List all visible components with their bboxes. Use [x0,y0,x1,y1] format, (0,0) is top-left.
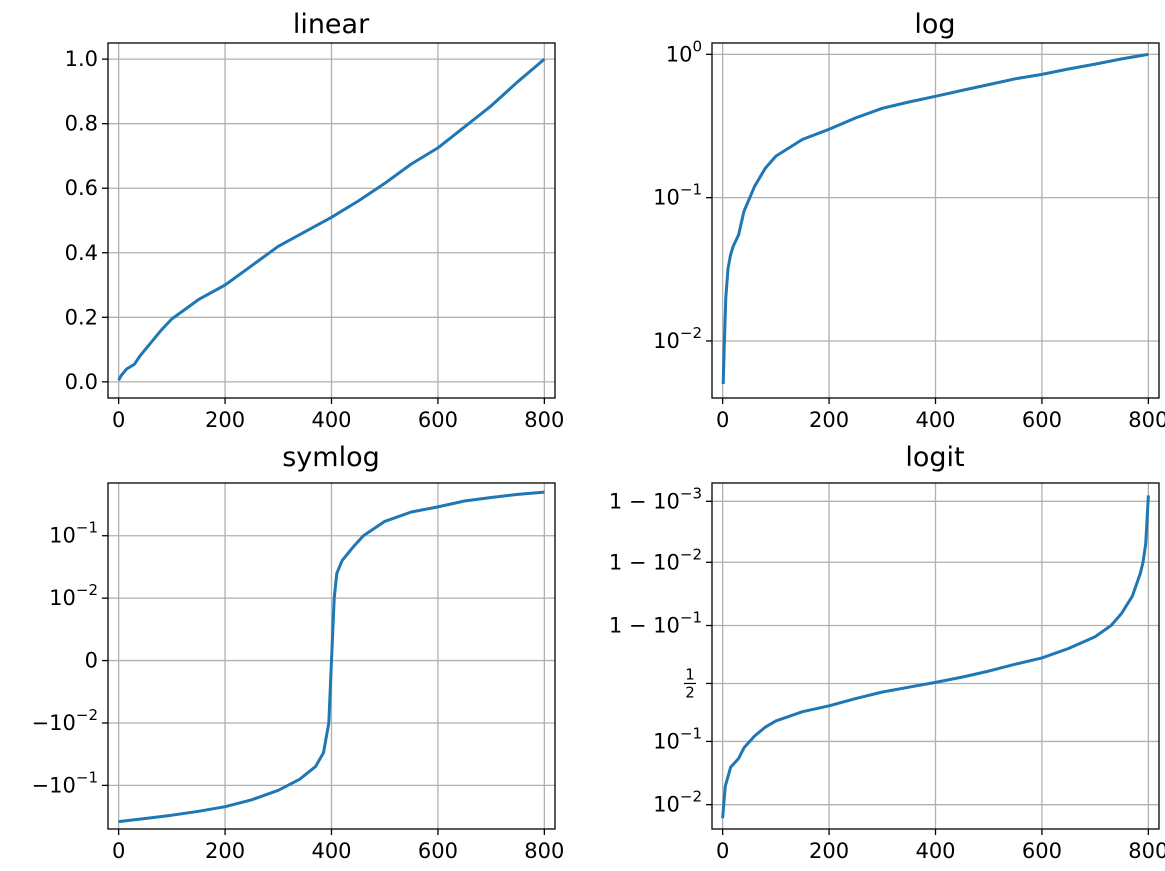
y-tick-label: −10−1 [32,768,98,797]
linear-chart: linear 0 200 400 600 800 0.0 0.2 0.4 0.6 0.8 1.0 [65,9,565,432]
data-line [118,490,545,824]
y-tick-label: 1 − 10−3 [609,484,702,513]
y-tick-label: 0.0 [65,370,98,394]
chart-title: log [914,9,955,40]
x-tick-label: 400 [915,839,955,863]
x-tick-label: 200 [809,839,849,863]
y-tick-label: 10−2 [49,581,98,610]
chart-title: symlog [282,442,380,473]
y-tick-label: 10−2 [653,324,702,353]
x-tick-label: 600 [1022,408,1062,432]
y-tick-label: 0.2 [65,305,98,329]
x-tick-label: 600 [418,839,458,863]
x-tick-label: 0 [716,839,729,863]
y-tick-label: 1 [685,665,695,683]
y-tick-label: 0.8 [65,112,98,136]
y-tick-label: 10−1 [653,724,702,753]
y-tick-label: −10−2 [32,706,98,735]
x-tick-label: 400 [915,408,955,432]
y-tick-label: 2 [685,683,695,701]
x-tick-label: 600 [1022,839,1062,863]
x-tick-label: 800 [1128,839,1165,863]
x-tick-label: 800 [524,408,564,432]
data-line [117,57,546,382]
y-tick-label: 0.6 [65,176,98,200]
y-tick-label: 10−2 [653,788,702,817]
data-line [721,495,1150,819]
logit-chart: logit 0 200 400 600 800 10−2 10−1 12 1 − 10−1 1 −… [609,442,1165,863]
y-tick-label: 1 − 10−2 [609,545,702,574]
y-tick-label: 0 [85,649,98,673]
y-tick-label: 100 [666,37,702,66]
log-chart: log 0 200 400 600 800 10−2 10−1 100 [653,9,1165,432]
y-tick-label: 10−1 [653,181,702,210]
x-tick-label: 0 [112,839,125,863]
chart-title: linear [293,9,370,40]
data-line [721,52,1149,385]
x-tick-label: 400 [311,408,351,432]
chart-title: logit [905,442,964,473]
x-tick-label: 200 [809,408,849,432]
x-tick-label: 800 [1128,408,1165,432]
x-tick-label: 0 [716,408,729,432]
y-tick-label: 10−1 [49,519,98,548]
x-tick-label: 600 [418,408,458,432]
y-tick-label: 0.4 [65,241,98,265]
y-tick-label: 1.0 [65,47,98,71]
x-tick-label: 0 [112,408,125,432]
symlog-chart: symlog 0 200 400 600 800 −10−1 −10−2 0 10−2 10−1 [32,442,565,863]
x-tick-label: 200 [205,839,245,863]
y-tick-label: 1 − 10−1 [609,609,702,638]
x-tick-label: 200 [205,408,245,432]
x-tick-label: 800 [524,839,564,863]
x-tick-label: 400 [311,839,351,863]
